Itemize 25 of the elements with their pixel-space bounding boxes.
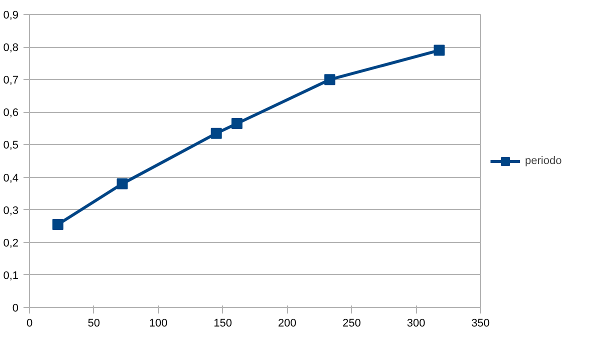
point bbox=[210, 128, 222, 139]
x-tick-label: 0 bbox=[26, 318, 33, 330]
x-tick-label: 350 bbox=[471, 318, 490, 330]
y-tick-label: 0,5 bbox=[3, 140, 19, 152]
y-tick-label: 0,1 bbox=[3, 270, 19, 282]
legend-label: periodo bbox=[525, 154, 562, 166]
y-tick-label: 0,4 bbox=[3, 172, 19, 184]
x-tick-label: 250 bbox=[342, 318, 361, 330]
y-tick-label: 0,2 bbox=[3, 237, 19, 250]
point bbox=[231, 118, 242, 130]
y-tick-label: 0 bbox=[12, 302, 19, 314]
y-tick-label: 0,3 bbox=[3, 204, 19, 217]
point bbox=[434, 44, 445, 56]
x-tick-label: 150 bbox=[214, 318, 232, 330]
y-tick-label: 0,9 bbox=[3, 10, 19, 22]
x-tick-label: 200 bbox=[278, 318, 296, 330]
y-tick-label: 0,7 bbox=[3, 74, 19, 87]
x-tick-label: 100 bbox=[149, 318, 168, 330]
point bbox=[116, 178, 128, 190]
point bbox=[324, 74, 336, 86]
y-tick-label: 0,6 bbox=[3, 107, 19, 120]
x-tick-label: 300 bbox=[406, 318, 426, 330]
x-tick-label: 50 bbox=[88, 318, 100, 330]
y-tick-label: 0,8 bbox=[3, 42, 19, 54]
point bbox=[52, 218, 64, 230]
